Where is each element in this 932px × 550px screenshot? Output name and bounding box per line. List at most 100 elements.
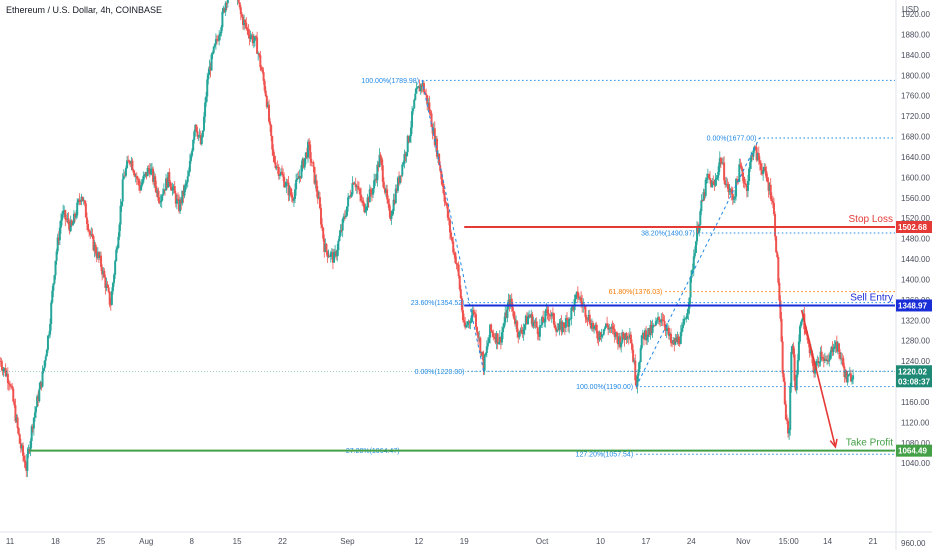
candle-body: [101, 267, 104, 275]
candle-body: [725, 184, 728, 185]
candle-body: [587, 314, 590, 321]
candle-body: [532, 322, 535, 327]
price-tick-label: 1720.00: [901, 112, 930, 121]
candle-body: [797, 341, 800, 361]
candle-body: [143, 174, 146, 177]
candle-body: [569, 318, 572, 320]
time-tick-label: 18: [51, 537, 60, 546]
candle-body: [822, 358, 825, 361]
candle-body: [623, 337, 626, 340]
candle-body: [846, 376, 849, 383]
candle-body: [374, 179, 377, 181]
price-tick-label: 1560.00: [901, 194, 930, 203]
candle-body: [110, 291, 113, 305]
candle-body: [369, 189, 372, 194]
candle-body: [593, 326, 596, 329]
candle-body: [551, 313, 554, 314]
price-tick-label: 1800.00: [901, 71, 930, 80]
candle-body: [624, 333, 627, 340]
candle-body: [303, 158, 306, 168]
candle-body: [844, 370, 847, 378]
candle-body: [572, 306, 575, 311]
candle-body: [791, 345, 794, 352]
candle-body: [606, 323, 609, 326]
candle-body: [135, 175, 138, 179]
time-tick-label: 24: [687, 537, 696, 546]
price-tick-label: 1480.00: [901, 235, 930, 244]
candle-body: [261, 70, 264, 73]
fib-level-label: 0.00%(1677.00): [707, 136, 757, 143]
candle-body: [202, 116, 205, 131]
candle-body: [290, 194, 293, 198]
candle-body: [24, 460, 27, 468]
candle-body: [193, 131, 196, 140]
price-tick-label: 960.00: [901, 539, 926, 548]
candle-body: [720, 162, 723, 164]
currency-label: USD: [902, 5, 919, 14]
price-tick-label: 1840.00: [901, 51, 930, 60]
candle-body: [677, 336, 680, 344]
candle-body: [628, 334, 631, 338]
candle-body: [771, 200, 774, 203]
candle-body: [546, 309, 549, 313]
candle-body: [528, 315, 531, 317]
candle-body: [165, 178, 168, 191]
candle-body: [537, 334, 540, 337]
candle-body: [170, 186, 173, 191]
candle-body: [759, 163, 762, 170]
candle-body: [763, 166, 766, 171]
candle-body: [611, 326, 614, 329]
candle-body: [82, 200, 85, 202]
candle-body: [513, 318, 516, 324]
candle-body: [663, 320, 666, 327]
candle-body: [208, 66, 211, 75]
candle-body: [502, 327, 505, 333]
candle-body: [561, 322, 564, 332]
candle-body: [495, 333, 498, 343]
candle-body: [722, 162, 725, 164]
candle-body: [798, 326, 801, 342]
candle-body: [675, 338, 678, 342]
candle-body: [187, 171, 190, 177]
candle-body: [765, 171, 768, 179]
candle-body: [767, 182, 770, 191]
candle-body: [364, 210, 367, 213]
candle-body: [681, 324, 684, 329]
candle-body: [35, 407, 38, 413]
candle-body: [574, 294, 577, 300]
candle-body: [533, 322, 536, 324]
candle-body: [33, 412, 36, 418]
candle-body: [751, 155, 754, 157]
candle-body: [162, 189, 165, 194]
candle-body: [640, 335, 643, 349]
candle-body: [69, 220, 72, 232]
candle-body: [828, 359, 831, 362]
candle-body: [52, 283, 55, 291]
candle-body: [471, 309, 474, 316]
candle-body: [664, 326, 667, 331]
fib-level-label: 100.00%(1789.98): [361, 78, 419, 85]
candle-body: [526, 316, 529, 325]
candle-body: [637, 369, 640, 376]
candle-body: [658, 317, 661, 320]
candle-body: [642, 332, 645, 340]
candle-body: [178, 199, 181, 212]
candle-body: [395, 188, 398, 191]
candle-body: [490, 324, 493, 332]
candle-body: [192, 139, 195, 151]
candle-body: [19, 443, 22, 449]
candle-body: [520, 329, 523, 333]
candle-body: [26, 454, 29, 471]
candle-body: [706, 173, 709, 179]
candle-body: [832, 348, 835, 353]
candle-body: [443, 193, 446, 202]
candle-body: [796, 360, 799, 375]
candle-body: [595, 324, 598, 331]
candle-body: [548, 315, 551, 316]
candle-body: [284, 186, 287, 188]
candle-body: [556, 329, 559, 332]
candle-body: [85, 217, 88, 224]
candle-body: [313, 166, 316, 184]
candle-body: [609, 328, 612, 329]
